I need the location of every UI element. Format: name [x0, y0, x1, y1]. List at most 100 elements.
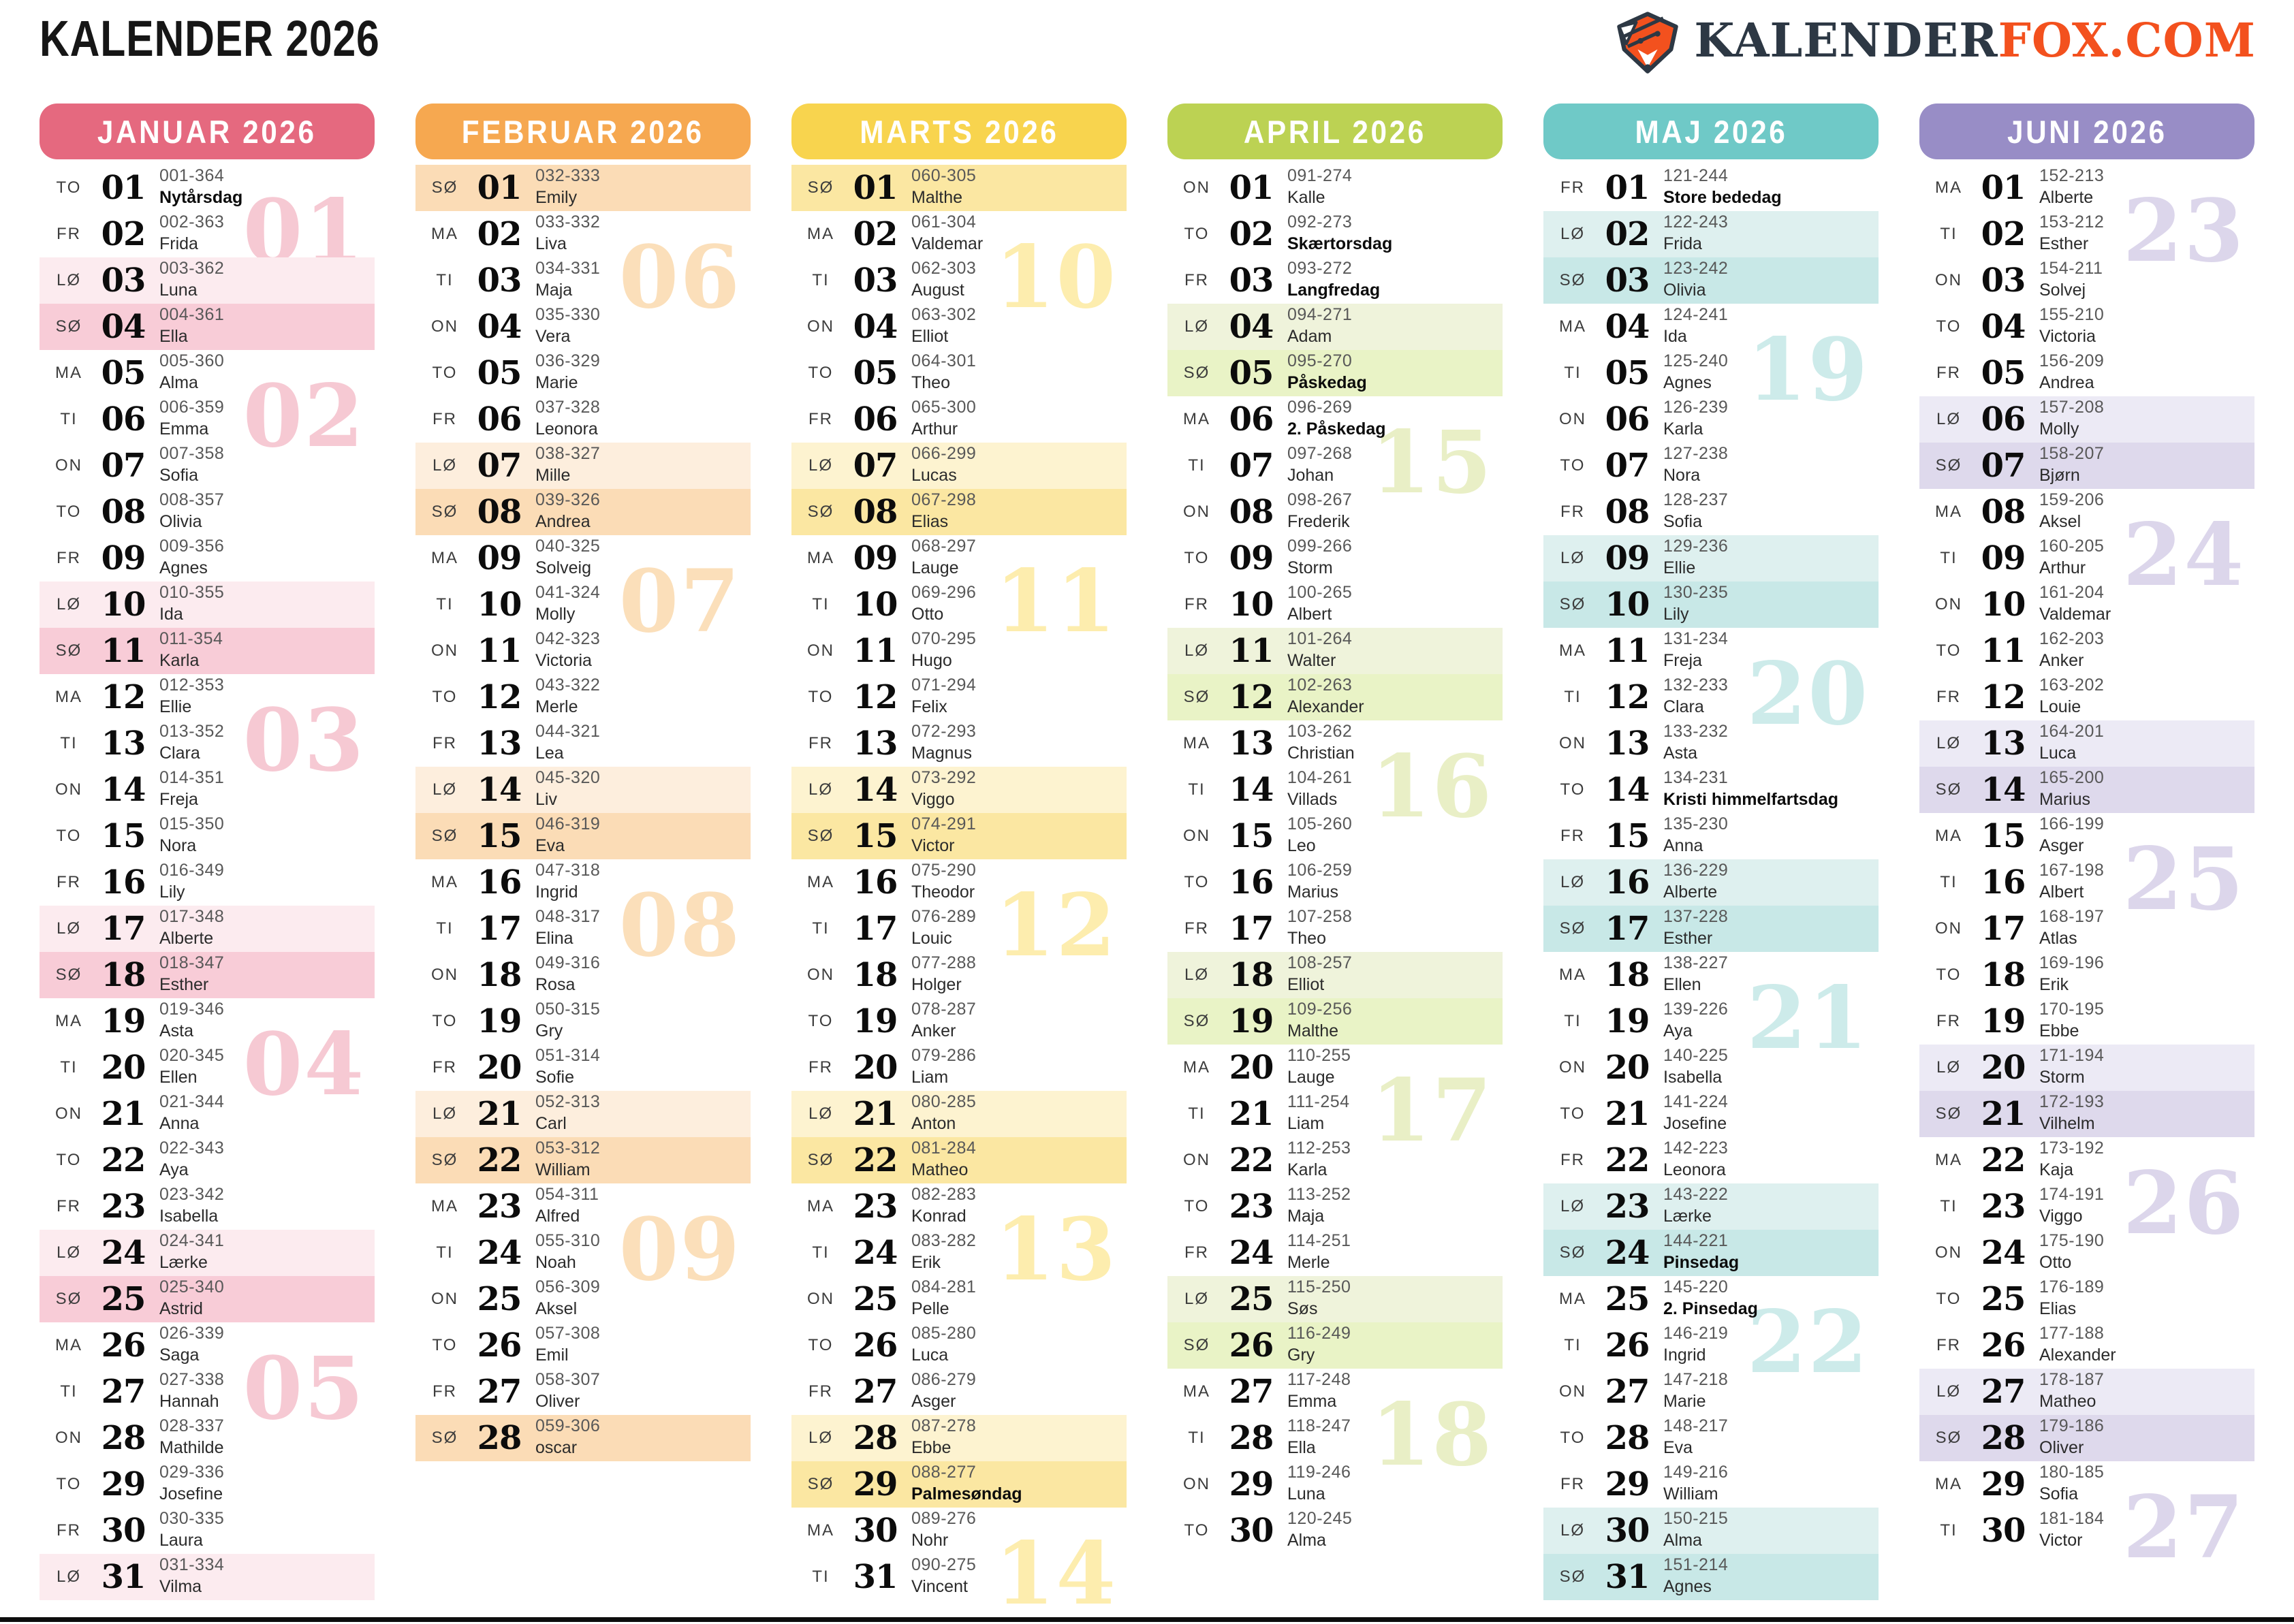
day-number: 18 — [1229, 956, 1274, 994]
day-name: Alma — [1663, 1531, 1702, 1550]
weekday-label: LØ — [808, 456, 833, 475]
day-name: Alberte — [159, 929, 214, 948]
day-code: 142-223 — [1663, 1139, 1729, 1158]
day-info: 057-308 Emil — [535, 1324, 600, 1367]
day-info: 065-300 Arthur — [911, 398, 976, 441]
day-code: 091-274 — [1287, 166, 1353, 185]
day-info: 124-241 Ida — [1663, 305, 1728, 349]
day-number: 13 — [1981, 725, 2026, 763]
day-row: LØ 27 178-187 Matheo — [1919, 1369, 2254, 1415]
day-row: LØ 14 045-320 Liv — [415, 767, 751, 813]
day-info: 142-223 Leonora — [1663, 1139, 1728, 1182]
day-number: 25 — [1605, 1280, 1650, 1318]
day-number: 27 — [853, 1373, 898, 1411]
day-info: 007-358 Sofia — [159, 444, 224, 488]
week-number: 09 — [618, 1199, 741, 1300]
day-number: 29 — [101, 1465, 146, 1503]
day-number: 17 — [853, 910, 898, 948]
kalenderfox-logo[interactable]: KALENDERFOX.COM — [1612, 5, 2256, 76]
day-number: 14 — [1605, 771, 1650, 809]
day-row: MA 22 173-192 Kaja — [1919, 1137, 2254, 1183]
day-name: Merle — [535, 697, 578, 716]
day-row: LØ 31 031-334 Vilma — [40, 1554, 375, 1600]
day-info: 114-251 Merle — [1287, 1231, 1351, 1275]
day-info: 012-353 Ellie — [159, 675, 224, 719]
day-row: TI 10 041-324 Molly — [415, 582, 751, 628]
day-row: TI 24 055-310 Noah — [415, 1230, 751, 1276]
day-info: 138-227 Ellen — [1663, 953, 1728, 997]
day-code: 167-198 — [2039, 861, 2105, 880]
day-name: Molly — [535, 605, 576, 624]
day-row: FR 10 100-265 Albert — [1167, 582, 1503, 628]
day-number: 26 — [853, 1326, 898, 1365]
day-name: Isabella — [159, 1207, 219, 1226]
day-row: LØ 11 101-264 Walter — [1167, 628, 1503, 674]
day-code: 060-305 — [911, 166, 977, 185]
day-row: SØ 01 032-333 Emily — [415, 165, 751, 211]
week-number: 03 — [242, 690, 365, 791]
day-info: 005-360 Alma — [159, 351, 224, 395]
day-row: FR 13 072-293 Magnus — [791, 720, 1127, 767]
day-info: 172-193 Vilhelm — [2039, 1092, 2104, 1136]
day-name: Merle — [1287, 1253, 1330, 1272]
weekday-label: ON — [431, 641, 458, 660]
day-row: SØ 19 109-256 Malthe — [1167, 998, 1503, 1045]
day-name: Luna — [1287, 1484, 1325, 1503]
day-row: TO 19 050-315 Gry — [415, 998, 751, 1045]
day-info: 141-224 Josefine — [1663, 1092, 1728, 1136]
day-name: Oliver — [2039, 1438, 2084, 1457]
day-info: 009-356 Agnes — [159, 537, 224, 580]
day-code: 146-219 — [1663, 1324, 1729, 1343]
day-info: 019-346 Asta — [159, 1000, 224, 1043]
day-code: 153-212 — [2039, 212, 2105, 232]
day-name: Store bededag — [1663, 188, 1782, 207]
weekday-label: MA — [1935, 178, 1962, 197]
day-code: 165-200 — [2039, 768, 2105, 787]
day-code: 109-256 — [1287, 1000, 1353, 1019]
day-info: 004-361 Ella — [159, 305, 224, 349]
week-number: 05 — [242, 1338, 365, 1439]
day-code: 103-262 — [1287, 722, 1353, 741]
weekday-label: ON — [431, 317, 458, 336]
day-number: 06 — [1229, 400, 1274, 439]
day-code: 041-324 — [535, 583, 601, 602]
weekday-label: LØ — [432, 1104, 457, 1123]
weekday-label: TO — [1560, 780, 1586, 799]
month-header: JUNI 2026 — [1919, 104, 2254, 159]
day-name: Asger — [911, 1392, 956, 1411]
day-code: 163-202 — [2039, 675, 2105, 695]
day-name: Storm — [1287, 558, 1333, 577]
day-info: 121-244 Store bededag — [1663, 166, 1782, 210]
weekday-label: SØ — [55, 317, 82, 336]
day-row: TI 17 076-289 Louic — [791, 906, 1127, 952]
day-number: 10 — [1605, 586, 1650, 624]
weekday-label: SØ — [807, 178, 834, 197]
day-name: Bjørn — [2039, 466, 2080, 485]
weekday-label: SØ — [1183, 688, 1210, 706]
day-code: 119-246 — [1287, 1463, 1351, 1482]
day-name: Clara — [159, 744, 200, 763]
day-name: Malthe — [1287, 1021, 1339, 1040]
day-number: 22 — [1229, 1141, 1274, 1179]
day-number: 03 — [1981, 261, 2026, 300]
day-code: 052-313 — [535, 1092, 601, 1111]
day-number: 29 — [1605, 1465, 1650, 1503]
day-row: ON 10 161-204 Valdemar — [1919, 582, 2254, 628]
day-row: TO 12 071-294 Felix — [791, 674, 1127, 720]
day-number: 13 — [101, 725, 146, 763]
day-name: Frida — [159, 234, 198, 253]
day-row: FR 09 009-356 Agnes — [40, 535, 375, 582]
day-code: 001-364 — [159, 166, 225, 185]
weekday-label: FR — [1936, 1012, 1961, 1030]
day-name: Laura — [159, 1531, 203, 1550]
day-info: 023-342 Isabella — [159, 1185, 224, 1228]
day-number: 26 — [1605, 1326, 1650, 1365]
weekday-label: TO — [1184, 1521, 1210, 1540]
weekday-label: LØ — [56, 1243, 81, 1262]
day-row: LØ 24 024-341 Lærke — [40, 1230, 375, 1276]
day-row: FR 26 177-188 Alexander — [1919, 1322, 2254, 1369]
day-info: 132-233 Clara — [1663, 675, 1728, 719]
day-info: 174-191 Viggo — [2039, 1185, 2104, 1228]
day-info: 130-235 Lily — [1663, 583, 1728, 626]
day-code: 038-327 — [535, 444, 601, 463]
